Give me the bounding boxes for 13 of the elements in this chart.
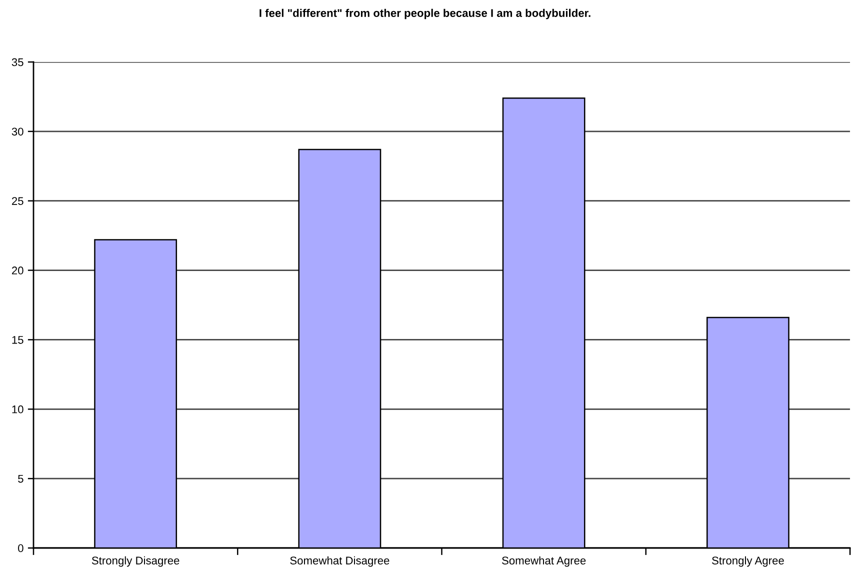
y-tick-label: 30 <box>12 128 24 136</box>
x-tick-label: Strongly Agree <box>712 556 784 567</box>
y-tick-label: 5 <box>18 474 24 483</box>
y-tick-label: 25 <box>12 197 24 205</box>
y-tick-label: 0 <box>18 544 24 552</box>
y-tick-label: 35 <box>12 58 24 66</box>
y-tick-label: 20 <box>12 266 24 274</box>
y-tick-label: 15 <box>12 336 24 344</box>
x-tick-label: Somewhat Disagree <box>290 556 390 567</box>
x-tick-label: Somewhat Agree <box>502 556 586 567</box>
y-tick-label: 10 <box>12 405 24 414</box>
chart-title: I feel "different" from other people because I am a bodybuilder. <box>260 8 590 20</box>
x-tick-label: Strongly Disagree <box>92 556 180 567</box>
